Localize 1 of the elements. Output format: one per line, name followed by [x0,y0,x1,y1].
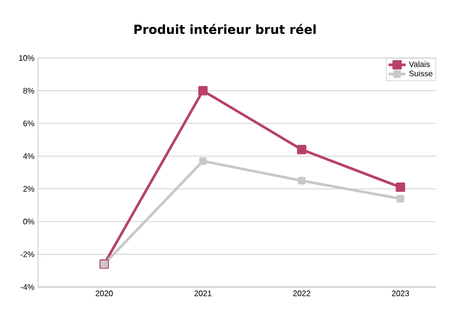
chart-title: Produit intérieur brut réel [134,24,316,34]
